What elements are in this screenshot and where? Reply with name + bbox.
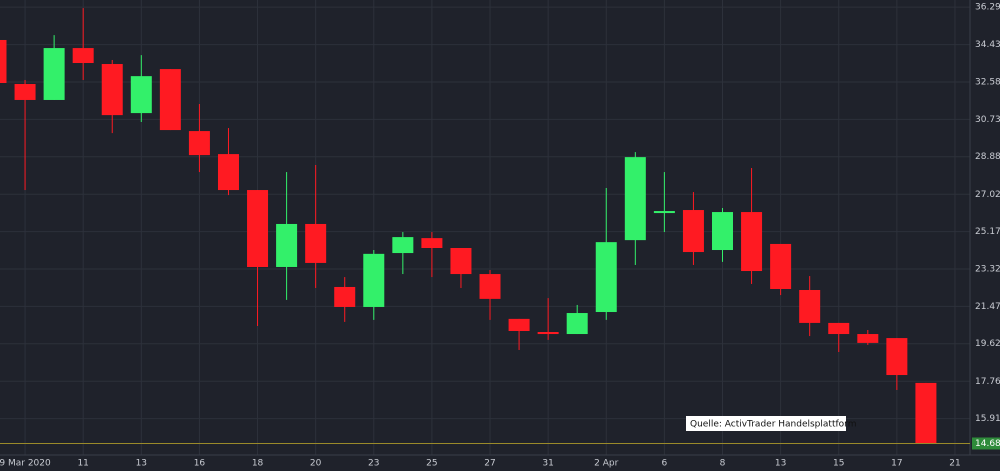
x-tick-label: 9 Mar 2020 [0, 459, 51, 469]
y-tick-label: 27.02 [975, 190, 1000, 200]
candle-body [130, 76, 152, 114]
candle-body [43, 48, 65, 100]
candle-body [0, 39, 7, 84]
candle-body [770, 243, 792, 289]
y-tick-label: 28.88 [975, 152, 1000, 162]
x-tick-label: 8 [720, 459, 726, 469]
y-tick-label: 36.29 [975, 3, 1000, 13]
y-tick-label: 30.73 [975, 115, 1000, 125]
x-tick-label: 2 Apr [594, 459, 618, 469]
candle-body [595, 242, 617, 313]
y-tick-label: 23.32 [975, 265, 1000, 275]
candle-body [566, 313, 588, 335]
candle-body [392, 237, 414, 254]
candle-body [334, 286, 356, 307]
candle-body [537, 332, 559, 335]
x-tick-label: 27 [484, 459, 495, 469]
x-tick-label: 20 [310, 459, 322, 469]
candle-body [217, 154, 239, 191]
x-tick-label: 6 [662, 459, 668, 469]
last-price-label: 14.68 [975, 439, 1000, 449]
x-tick-label: 17 [891, 459, 902, 469]
last-price-box [972, 437, 1000, 450]
candle-body [915, 382, 937, 444]
candle-body [72, 48, 94, 64]
y-tick-label: 21.47 [975, 302, 1000, 312]
x-tick-label: 31 [542, 459, 553, 469]
candle-body [682, 210, 704, 253]
candle-body [363, 253, 385, 307]
candle-body [624, 157, 646, 241]
candle-body [14, 84, 36, 100]
candle-body [799, 290, 821, 323]
candle-body [828, 322, 850, 335]
candle-body [741, 212, 763, 272]
candle-body [508, 318, 530, 332]
candle-body [450, 247, 472, 275]
x-tick-label: 15 [833, 459, 844, 469]
candle-body [886, 338, 908, 376]
y-tick-label: 19.62 [975, 339, 1000, 349]
x-tick-label: 21 [949, 459, 960, 469]
annotation: Quelle: ActivTrader Handelsplattform [690, 420, 856, 430]
candle-body [159, 69, 181, 131]
x-tick-label: 18 [252, 459, 264, 469]
candle-body [276, 223, 298, 267]
x-tick-label: 13 [775, 459, 786, 469]
x-tick-label: 23 [368, 459, 379, 469]
y-tick-label: 17.76 [975, 377, 1000, 387]
y-tick-label: 34.43 [975, 40, 1000, 50]
candle-body [247, 190, 269, 267]
candle-body [712, 212, 733, 251]
y-tick-label: 15.91 [975, 414, 1000, 424]
candle-body [188, 131, 210, 156]
annotation-box [686, 416, 846, 431]
x-tick-label: 11 [77, 459, 88, 469]
candle-body [101, 64, 123, 116]
x-tick-label: 13 [136, 459, 147, 469]
candle-body [653, 211, 675, 214]
x-tick-label: 25 [426, 459, 437, 469]
y-tick-label: 32.58 [975, 77, 1000, 87]
y-tick-label: 25.17 [975, 227, 1000, 237]
candle-body [857, 334, 879, 343]
x-tick-label: 16 [194, 459, 206, 469]
candle-body [421, 238, 443, 248]
candle-body [305, 223, 327, 263]
candle-body [479, 274, 501, 299]
